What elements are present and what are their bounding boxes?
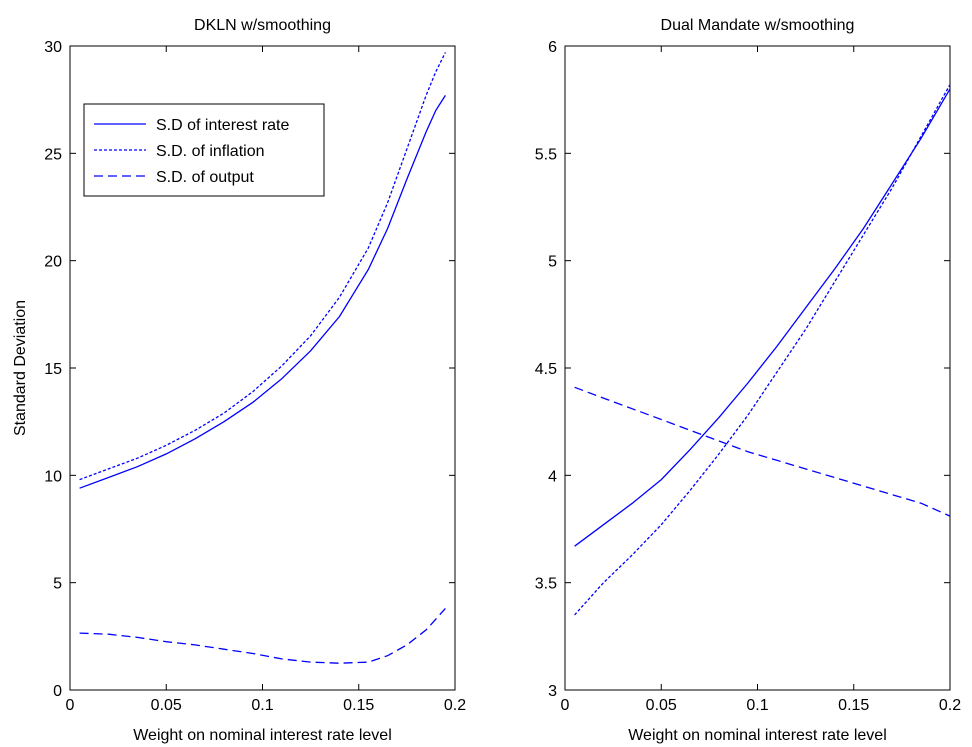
legend-entry: S.D of interest rate	[156, 117, 289, 134]
x-tick-label: 0.2	[444, 697, 466, 714]
y-tick-label: 3.5	[535, 576, 557, 593]
y-axis-label: Standard Deviation	[12, 300, 29, 436]
y-tick-label: 0	[53, 683, 62, 700]
y-tick-label: 25	[44, 146, 62, 163]
y-tick-label: 3	[548, 683, 557, 700]
legend: S.D of interest rate S.D. of inflation S.D…	[84, 104, 324, 196]
legend-entry: S.D. of inflation	[156, 143, 265, 160]
chart-panel-1: 0 0.05 0.1 0.15 0.2 0 5 10 15 20 25 30 DKLN w/smooth…	[12, 17, 466, 744]
chart-title: DKLN w/smoothing	[194, 17, 331, 34]
x-tick-label: 0	[66, 697, 75, 714]
y-tick-label: 4.5	[535, 361, 557, 378]
x-tick-label: 0.1	[746, 697, 768, 714]
x-axis-label: Weight on nominal interest rate level	[133, 727, 392, 744]
y-tick-label: 15	[44, 361, 62, 378]
chart-panel-2: 0 0.05 0.1 0.15 0.2 3 3.5 4 4.5 5 5.5 6 Dual Mandate…	[535, 17, 961, 744]
y-tick-label: 4	[548, 468, 557, 485]
y-tick-label: 5.5	[535, 146, 557, 163]
x-tick-label: 0.05	[151, 697, 182, 714]
x-tick-label: 0.1	[251, 697, 273, 714]
y-tick-label: 5	[548, 254, 557, 271]
chart-title: Dual Mandate w/smoothing	[661, 17, 855, 34]
x-axis-label: Weight on nominal interest rate level	[628, 727, 887, 744]
x-tick-label: 0.15	[343, 697, 374, 714]
y-tick-label: 6	[548, 39, 557, 56]
y-tick-label: 5	[53, 576, 62, 593]
x-tick-label: 0.15	[838, 697, 869, 714]
y-tick-label: 10	[44, 468, 62, 485]
y-tick-label: 20	[44, 254, 62, 271]
legend-entry: S.D. of output	[156, 169, 254, 186]
x-tick-label: 0	[561, 697, 570, 714]
plot-area	[565, 46, 950, 690]
y-tick-label: 30	[44, 39, 62, 56]
x-tick-label: 0.2	[939, 697, 961, 714]
x-tick-label: 0.05	[646, 697, 677, 714]
